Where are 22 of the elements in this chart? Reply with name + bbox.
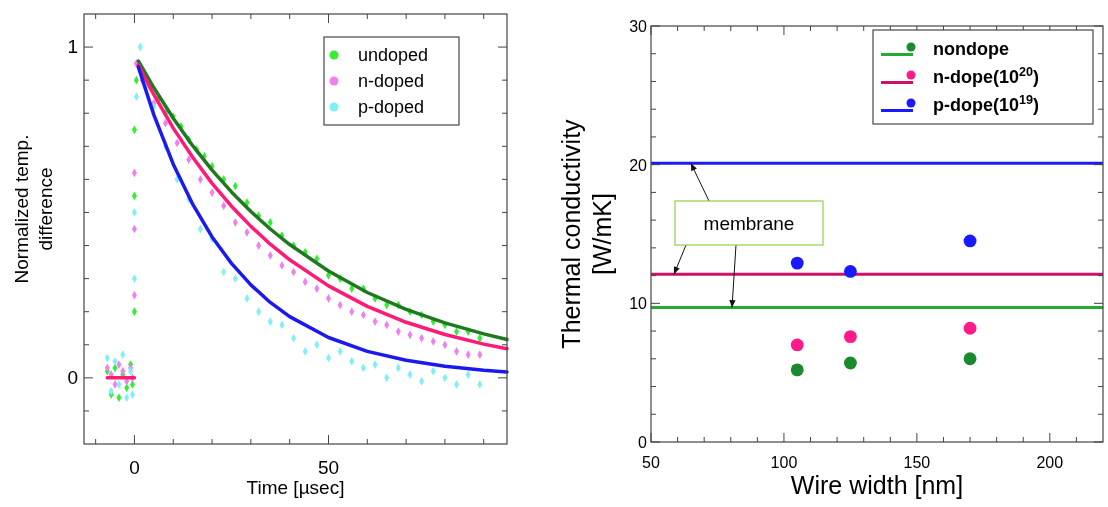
x-tick-label: 200 <box>1036 454 1064 471</box>
legend-label: undoped <box>358 45 429 65</box>
legend-label: nondope <box>933 39 1009 59</box>
legend-label: n-doped <box>358 71 425 91</box>
y-tick-label: 30 <box>629 18 648 35</box>
annotation: membrane <box>703 213 795 234</box>
y-axis-title: Normalized temp. difference <box>11 134 56 284</box>
x-tick-label: 50 <box>317 457 340 478</box>
legend-label: n-dope(10$^{20}$) <box>933 65 1040 87</box>
legend-label: p-dope(10$^{19}$) <box>933 93 1040 115</box>
y-tick-label: 1 <box>67 36 78 58</box>
legend-label: p-doped <box>358 97 425 117</box>
x-tick-label: 100 <box>770 454 798 471</box>
x-tick-label: 50 <box>642 454 660 471</box>
y-tick-label: 20 <box>629 156 648 174</box>
x-tick-label: 0 <box>129 457 140 478</box>
x-axis-title: Wire width [nm] <box>790 471 964 499</box>
x-tick-label: 150 <box>903 454 931 471</box>
y-tick-label: 10 <box>629 295 648 313</box>
x-axis-title: Time [µsec] <box>246 477 345 498</box>
y-axis-title: Thermal conductivity [W/mK] <box>557 118 617 349</box>
y-tick-label: 0 <box>638 434 648 451</box>
